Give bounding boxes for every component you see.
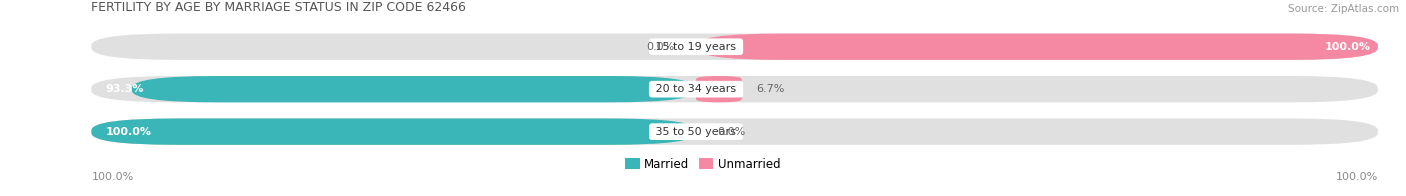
Text: 100.0%: 100.0% xyxy=(1336,172,1378,182)
Text: 100.0%: 100.0% xyxy=(1324,42,1371,52)
FancyBboxPatch shape xyxy=(91,118,696,145)
Text: FERTILITY BY AGE BY MARRIAGE STATUS IN ZIP CODE 62466: FERTILITY BY AGE BY MARRIAGE STATUS IN Z… xyxy=(91,1,467,14)
Text: 6.7%: 6.7% xyxy=(756,84,785,94)
FancyBboxPatch shape xyxy=(91,34,1378,60)
FancyBboxPatch shape xyxy=(132,76,696,102)
Text: 0.0%: 0.0% xyxy=(647,42,675,52)
Text: 15 to 19 years: 15 to 19 years xyxy=(652,42,740,52)
FancyBboxPatch shape xyxy=(696,76,742,102)
Text: 93.3%: 93.3% xyxy=(105,84,143,94)
FancyBboxPatch shape xyxy=(91,76,1378,102)
FancyBboxPatch shape xyxy=(696,34,1378,60)
Legend: Married, Unmarried: Married, Unmarried xyxy=(626,158,780,171)
Text: Source: ZipAtlas.com: Source: ZipAtlas.com xyxy=(1288,4,1399,14)
Text: 100.0%: 100.0% xyxy=(91,172,134,182)
Text: 0.0%: 0.0% xyxy=(717,127,745,137)
Text: 20 to 34 years: 20 to 34 years xyxy=(652,84,740,94)
Text: 100.0%: 100.0% xyxy=(105,127,152,137)
Text: 35 to 50 years: 35 to 50 years xyxy=(652,127,740,137)
FancyBboxPatch shape xyxy=(91,118,1378,145)
